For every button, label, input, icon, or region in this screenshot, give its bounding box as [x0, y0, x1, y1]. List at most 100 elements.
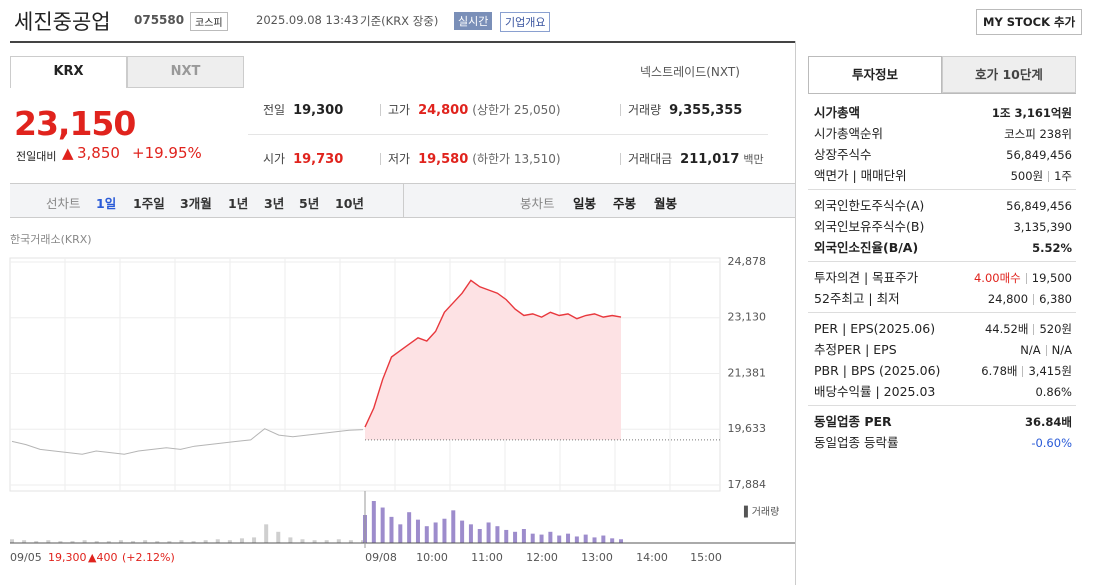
period[interactable]: 1주일: [133, 196, 165, 211]
info-label: 상장주식수: [814, 147, 872, 162]
tab[interactable]: 호가 10단계: [942, 56, 1076, 93]
info-label: 외국인소진율(B/A): [814, 240, 919, 255]
period[interactable]: 1일: [96, 196, 117, 211]
info-row: PBR | BPS (2025.06) 6.78배 3,415원: [814, 361, 1072, 381]
volume-bar: [513, 531, 518, 543]
volume-bar: [58, 541, 63, 543]
x-tick-label: 09/08: [365, 551, 397, 564]
stat-label: 전일: [263, 103, 286, 117]
y-tick-label: 23,130: [728, 311, 767, 324]
separator: [1045, 345, 1047, 356]
volume-bar: [574, 536, 579, 543]
value-part: 56,849,456: [1006, 148, 1072, 162]
datetime: 2025.09.08 13:43: [256, 13, 359, 27]
info-row: 시가총액 1조 3,161억원: [814, 103, 1072, 123]
footer-rate: (+2.12%): [122, 551, 175, 564]
volume-bar: [460, 520, 465, 543]
info-label: 시가총액순위: [814, 126, 884, 141]
tab[interactable]: 투자정보: [808, 56, 942, 93]
info-label: PER | EPS(2025.06): [814, 321, 936, 336]
stat-label: 고가: [388, 103, 411, 117]
period[interactable]: 10년: [335, 196, 364, 211]
line: [11, 428, 364, 455]
info-value: 24,800 6,380: [988, 289, 1072, 309]
divider: [808, 189, 1076, 190]
volume-bar: [167, 541, 172, 543]
volume-bar: [10, 539, 14, 543]
stat-note: (하한가 13,510): [472, 152, 561, 166]
info-row: 52주최고 | 최저 24,800 6,380: [814, 289, 1072, 309]
volume-bar: [592, 537, 597, 543]
info-value: 4.00매수 19,500: [974, 268, 1072, 288]
period[interactable]: 3개월: [180, 196, 212, 211]
candle[interactable]: 월봉: [654, 196, 678, 211]
info-label: 동일업종 등락률: [814, 435, 899, 450]
info-row: 동일업종 PER 36.84배: [814, 412, 1072, 432]
candle[interactable]: 주봉: [613, 196, 637, 211]
volume-bar: [324, 540, 329, 543]
volume-bar: [424, 526, 429, 543]
basis: 기준(KRX 장중): [360, 14, 439, 28]
footer-change: ▲400: [88, 551, 118, 564]
x-tick-label: 15:00: [690, 551, 722, 564]
volume-bar: [348, 540, 353, 543]
info-value: N/A N/A: [1020, 340, 1072, 360]
tab[interactable]: NXT: [127, 56, 244, 88]
market: 코스피: [190, 12, 228, 31]
value-part: 520원: [1039, 322, 1072, 336]
value-part: 1조 3,161억원: [991, 106, 1072, 120]
mystock-button[interactable]: MY STOCK 추가: [976, 9, 1083, 35]
footer-change-value: 400: [96, 551, 118, 564]
stat-label: 거래량: [628, 103, 662, 117]
volume-bar: [239, 538, 244, 543]
x-tick-label: 11:00: [471, 551, 503, 564]
stat-value: 19,300: [293, 103, 344, 118]
info-label: 투자의견 | 목표주가: [814, 270, 919, 285]
volume-bar: [143, 540, 148, 543]
change-rate: +19.95%: [132, 144, 202, 162]
period[interactable]: 3년: [264, 196, 285, 211]
current-price: 23,150: [14, 104, 136, 143]
separator: [1048, 171, 1050, 182]
volume-bar: [22, 540, 27, 543]
divider: [808, 261, 1076, 262]
info-value: 6.78배 3,415원: [981, 361, 1072, 381]
candle[interactable]: 일봉: [573, 196, 597, 211]
value-part: 0.86%: [1035, 385, 1072, 399]
volume-bar: [203, 540, 208, 543]
info-value: 500원 1주: [1011, 166, 1072, 186]
y-tick-label: 24,878: [728, 255, 767, 268]
volume-bar: [610, 538, 615, 543]
tab[interactable]: KRX: [10, 56, 127, 88]
stat-value: 19,730: [293, 152, 344, 167]
volume-bar: [389, 516, 394, 543]
separator: [1033, 324, 1035, 335]
volume-bar: [34, 541, 39, 543]
footer-date: 09/05: [10, 551, 42, 564]
volume-bar: [548, 531, 553, 543]
info-value: -0.60%: [1031, 433, 1072, 453]
period[interactable]: 1년: [228, 196, 249, 211]
volume-bar: [566, 533, 571, 543]
overview[interactable]: 기업개요: [500, 12, 551, 32]
value-part: 24,800: [987, 292, 1029, 306]
x-tick-label: 10:00: [416, 551, 448, 564]
change-label: 전일대비: [16, 150, 57, 163]
volume-bar: [215, 539, 220, 543]
period[interactable]: 5년: [299, 196, 320, 211]
volume-bar: [557, 535, 562, 543]
info-label: 외국인보유주식수(B): [814, 219, 925, 234]
stat: 고가 24,800 (상한가 25,050): [388, 101, 561, 118]
y-tick-label: 17,884: [728, 478, 767, 491]
info-row: PER | EPS(2025.06) 44.52배 520원: [814, 319, 1072, 339]
value-part: N/A: [1020, 343, 1041, 357]
info-label: 액면가 | 매매단위: [814, 168, 907, 183]
divider: [795, 41, 796, 585]
line: [364, 279, 622, 428]
value-part: 1주: [1054, 169, 1072, 183]
chart-source: 한국거래소(KRX): [10, 233, 92, 246]
nxt-link[interactable]: 넥스트레이드(NXT): [640, 65, 740, 79]
volume-bar: [312, 540, 317, 543]
